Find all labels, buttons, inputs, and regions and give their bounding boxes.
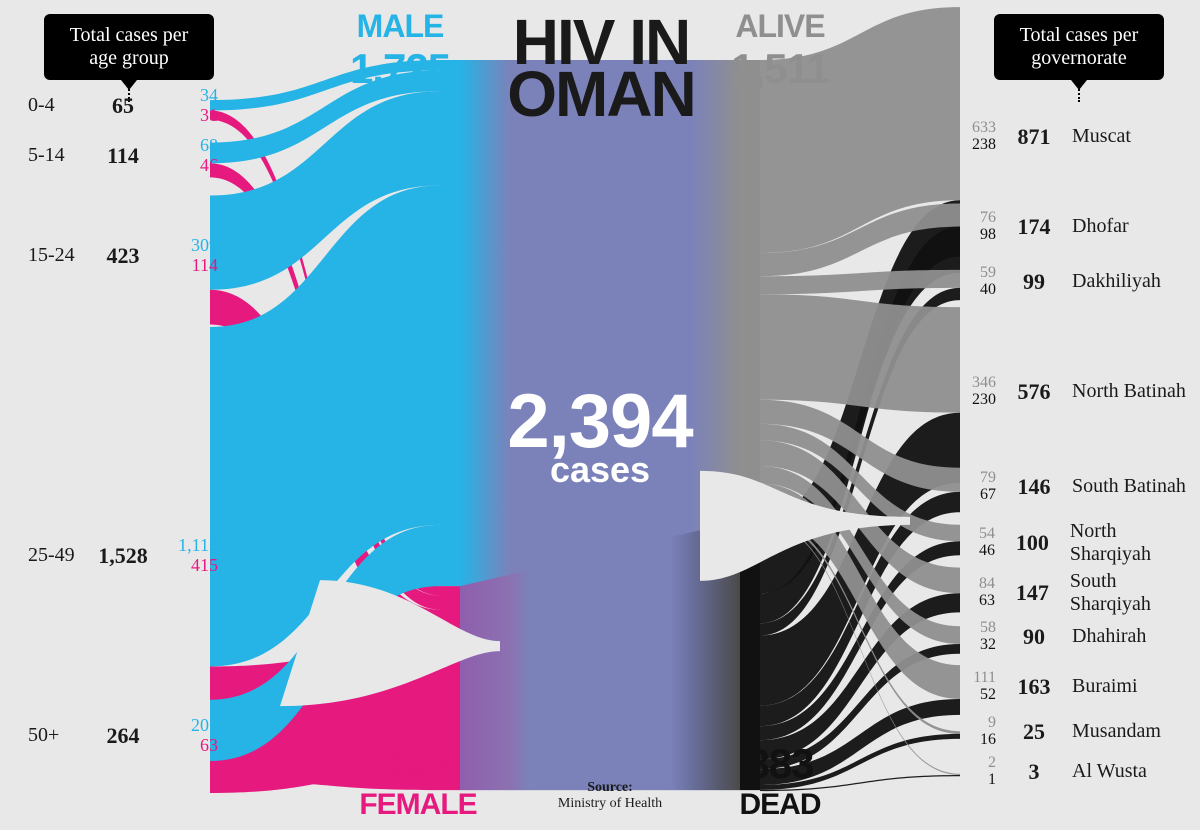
- source-block: Source: Ministry of Health: [540, 780, 680, 812]
- female-word: FEMALE: [358, 788, 478, 822]
- gov-total: 3: [1004, 759, 1064, 785]
- dead-value: 883: [720, 740, 840, 788]
- age-row: 5-141146846: [28, 136, 218, 176]
- age-split: 20163: [158, 716, 218, 756]
- female-value: 669: [358, 740, 478, 788]
- age-split: 6846: [158, 136, 218, 176]
- center-count: 2,394 cases: [490, 390, 710, 485]
- gov-total: 163: [1004, 674, 1064, 700]
- center-number: 2,394: [490, 390, 710, 455]
- age-total: 264: [88, 723, 158, 749]
- gov-split: 21: [946, 755, 996, 789]
- gov-row: 5940 99 Dakhiliyah: [946, 265, 1161, 299]
- gov-row: 11152 163 Buraimi: [946, 670, 1138, 704]
- gov-total: 100: [1003, 530, 1062, 556]
- alive-value: 1,511: [720, 45, 840, 93]
- gov-total: 146: [1004, 474, 1064, 500]
- gov-name: Muscat: [1072, 125, 1131, 148]
- gov-row: 7698 174 Dhofar: [946, 210, 1129, 244]
- age-split: 1,113415: [158, 536, 218, 576]
- gov-total: 25: [1004, 719, 1064, 745]
- female-label: 669 FEMALE: [358, 740, 478, 822]
- age-range: 15-24: [28, 244, 88, 267]
- age-range: 5-14: [28, 144, 88, 167]
- right-header-text: Total cases pergovernorate: [1020, 24, 1139, 69]
- gov-split: 11152: [946, 670, 996, 704]
- gov-row: 5446 100 North Sharqiyah: [946, 520, 1200, 566]
- gov-row: 633238 871 Muscat: [946, 120, 1131, 154]
- page-title: HIV IN OMAN: [476, 16, 726, 121]
- gov-split: 7698: [946, 210, 996, 244]
- gov-split: 5832: [946, 620, 996, 654]
- gov-name: South Sharqiyah: [1070, 570, 1200, 616]
- gov-row: 21 3 Al Wusta: [946, 755, 1147, 789]
- title-line2: OMAN: [507, 58, 695, 130]
- age-row: 50+26420163: [28, 716, 218, 756]
- right-header-callout: Total cases pergovernorate: [994, 14, 1164, 80]
- age-range: 25-49: [28, 544, 88, 567]
- gov-split: 346230: [946, 375, 996, 409]
- gov-name: North Batinah: [1072, 380, 1186, 403]
- male-label: MALE 1,725: [340, 8, 460, 93]
- gov-total: 99: [1004, 269, 1064, 295]
- age-total: 1,528: [88, 543, 158, 569]
- gov-name: Dhahirah: [1072, 625, 1146, 648]
- gov-split: 8463: [946, 576, 995, 610]
- age-row: 25-491,5281,113415: [28, 536, 218, 576]
- gov-total: 174: [1004, 214, 1064, 240]
- age-split: 3431: [158, 86, 218, 126]
- gov-row: 7967 146 South Batinah: [946, 470, 1186, 504]
- gov-total: 90: [1004, 624, 1064, 650]
- age-total: 423: [88, 243, 158, 269]
- left-header-text: Total cases perage group: [70, 24, 189, 69]
- gov-total: 147: [1003, 580, 1062, 606]
- gov-split: 633238: [946, 120, 996, 154]
- gov-row: 8463 147 South Sharqiyah: [946, 570, 1200, 616]
- gov-row: 916 25 Musandam: [946, 715, 1161, 749]
- age-total: 114: [88, 143, 158, 169]
- gov-row: 346230 576 North Batinah: [946, 375, 1186, 409]
- male-value: 1,725: [340, 45, 460, 93]
- gov-name: Buraimi: [1072, 675, 1138, 698]
- age-split: 309114: [158, 236, 218, 276]
- dead-word: DEAD: [720, 788, 840, 822]
- gov-name: Dakhiliyah: [1072, 270, 1161, 293]
- gov-name: North Sharqiyah: [1070, 520, 1200, 566]
- dead-label: 883 DEAD: [720, 740, 840, 822]
- gov-total: 871: [1004, 124, 1064, 150]
- gov-name: Dhofar: [1072, 215, 1129, 238]
- age-row: 15-24423309114: [28, 236, 218, 276]
- age-range: 50+: [28, 724, 88, 747]
- gov-name: Al Wusta: [1072, 760, 1147, 783]
- source-value: Ministry of Health: [558, 796, 662, 811]
- alive-label: ALIVE 1,511: [720, 8, 840, 93]
- source-label: Source:: [587, 780, 633, 795]
- left-header-callout: Total cases perage group: [44, 14, 214, 80]
- gov-name: South Batinah: [1072, 475, 1186, 498]
- gov-split: 5446: [946, 526, 995, 560]
- gov-name: Musandam: [1072, 720, 1161, 743]
- alive-word: ALIVE: [720, 8, 840, 45]
- gov-split: 5940: [946, 265, 996, 299]
- male-word: MALE: [340, 8, 460, 45]
- gov-split: 7967: [946, 470, 996, 504]
- age-total: 65: [88, 93, 158, 119]
- gov-total: 576: [1004, 379, 1064, 405]
- gov-split: 916: [946, 715, 996, 749]
- age-range: 0-4: [28, 94, 88, 117]
- gov-row: 5832 90 Dhahirah: [946, 620, 1146, 654]
- age-row: 0-4653431: [28, 86, 218, 126]
